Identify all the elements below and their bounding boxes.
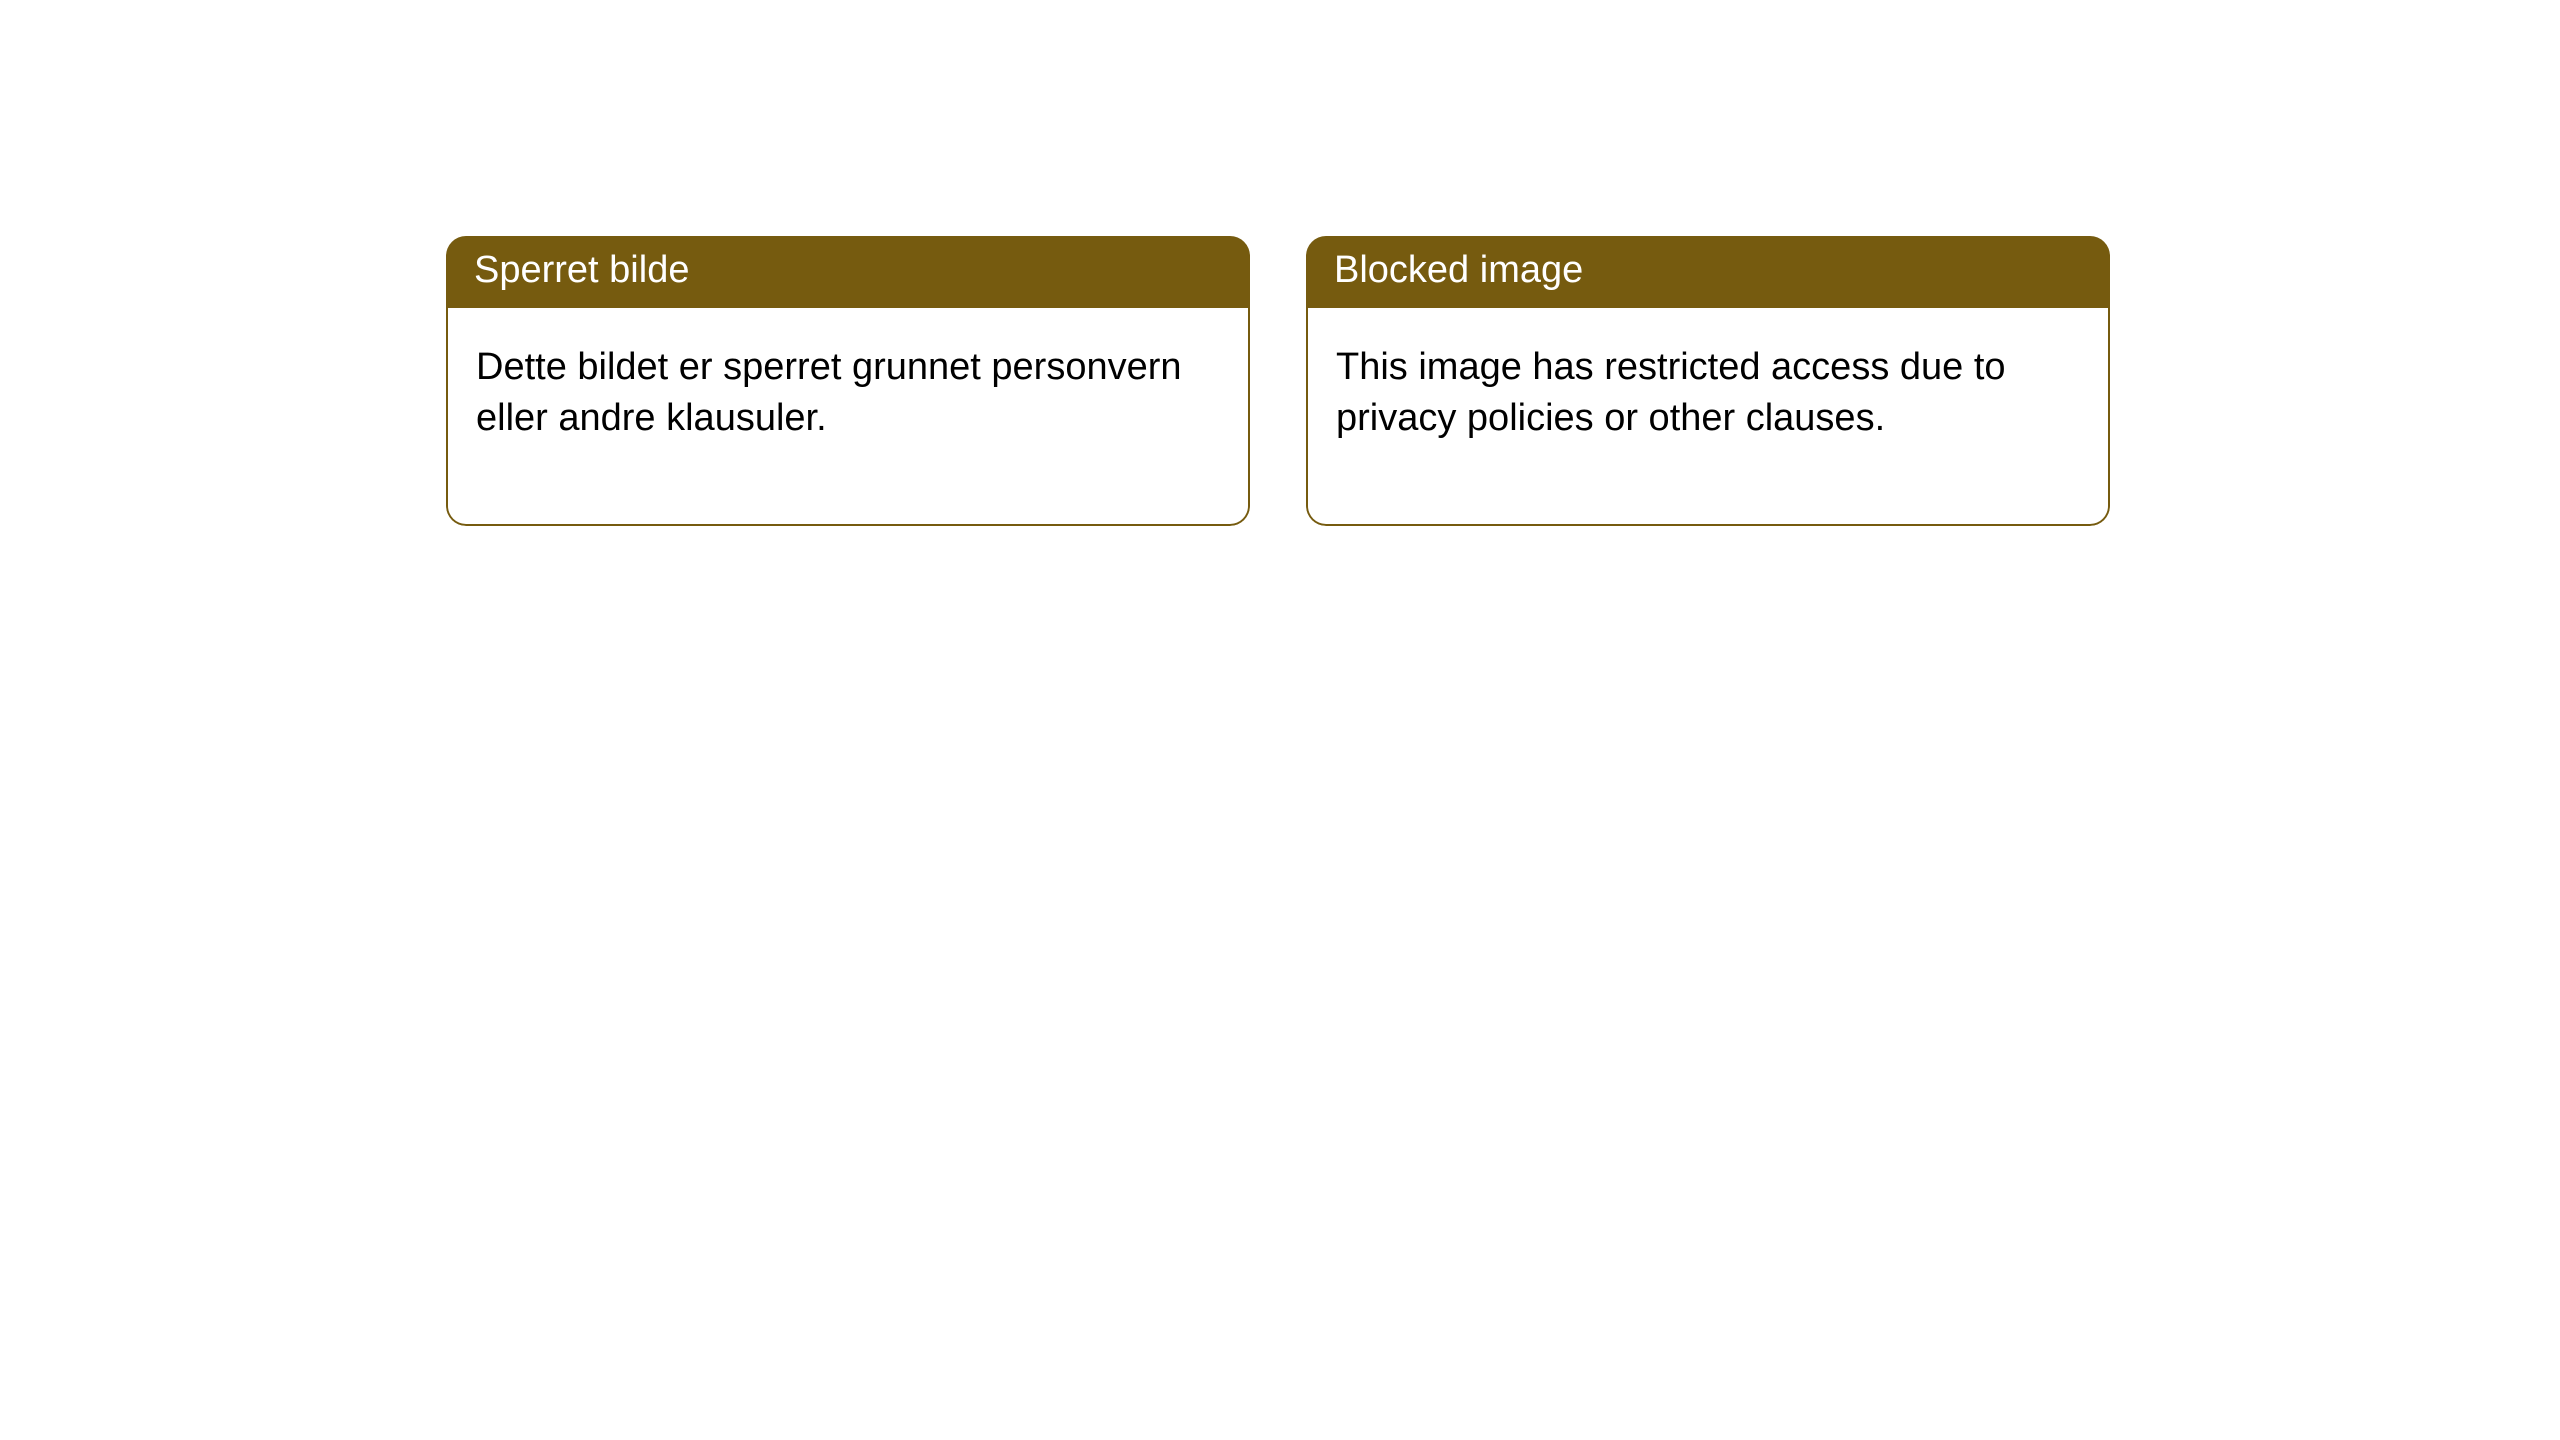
- notice-card-body-en: This image has restricted access due to …: [1306, 308, 2110, 527]
- notice-card-body-no: Dette bildet er sperret grunnet personve…: [446, 308, 1250, 527]
- notice-card-title-en: Blocked image: [1306, 236, 2110, 308]
- notice-container: Sperret bilde Dette bildet er sperret gr…: [0, 0, 2560, 526]
- notice-card-en: Blocked image This image has restricted …: [1306, 236, 2110, 526]
- notice-card-title-no: Sperret bilde: [446, 236, 1250, 308]
- notice-card-no: Sperret bilde Dette bildet er sperret gr…: [446, 236, 1250, 526]
